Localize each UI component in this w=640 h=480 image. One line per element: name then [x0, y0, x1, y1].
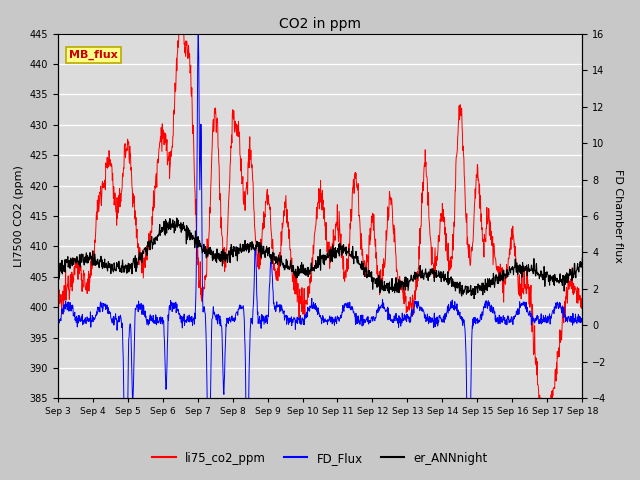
Title: CO2 in ppm: CO2 in ppm: [279, 17, 361, 31]
Y-axis label: FD Chamber flux: FD Chamber flux: [613, 169, 623, 263]
Y-axis label: LI7500 CO2 (ppm): LI7500 CO2 (ppm): [13, 165, 24, 267]
Legend: li75_co2_ppm, FD_Flux, er_ANNnight: li75_co2_ppm, FD_Flux, er_ANNnight: [147, 447, 493, 469]
Text: MB_flux: MB_flux: [69, 50, 118, 60]
